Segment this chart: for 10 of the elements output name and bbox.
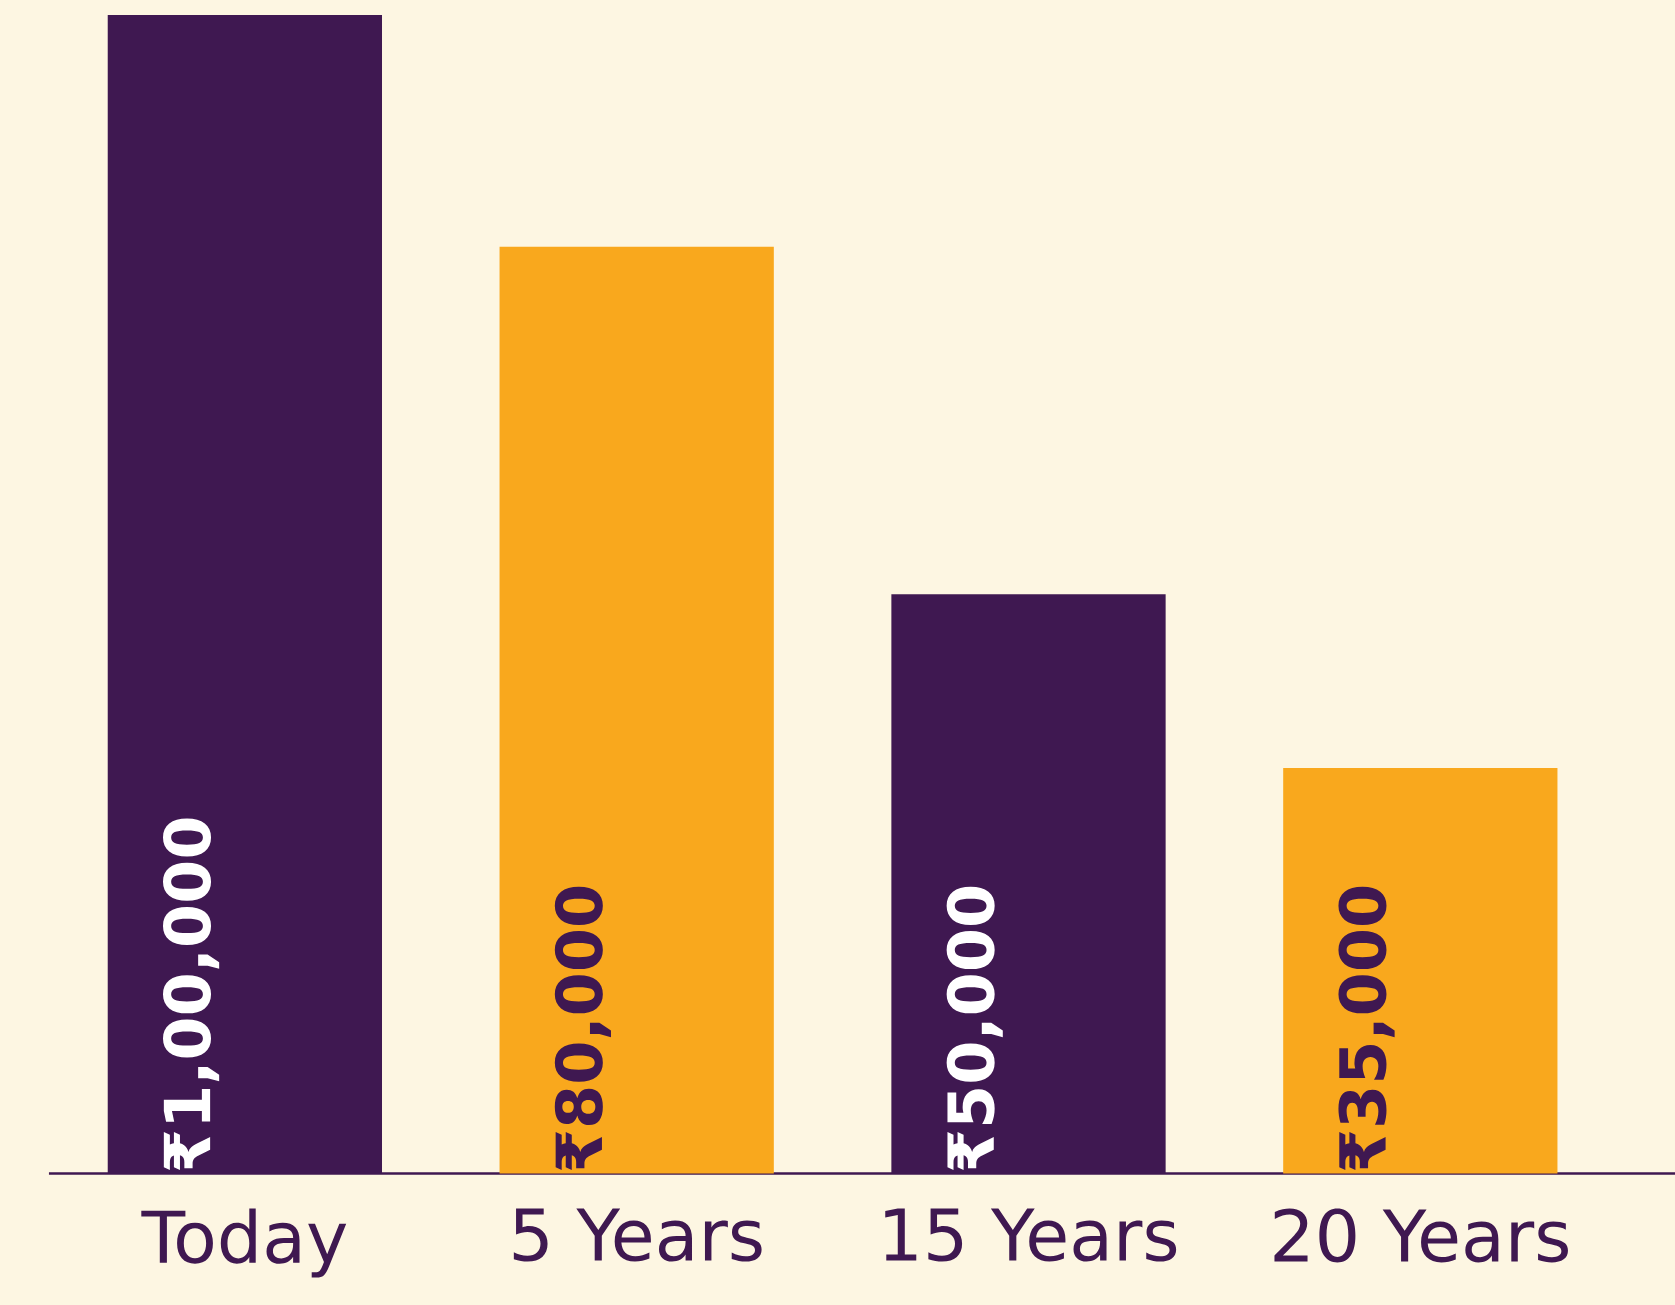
- data-label: ₹50,000: [946, 886, 1003, 1170]
- data-label: ₹35,000: [1338, 886, 1395, 1170]
- x-tick-label: Today: [141, 1208, 347, 1278]
- x-tick-label: 20 Years: [1274, 1208, 1568, 1263]
- data-label: ₹80,000: [554, 886, 611, 1170]
- x-tick-label: 15 Years: [885, 1208, 1177, 1262]
- bar: [1283, 768, 1558, 1174]
- x-tick-label: 5 Years: [513, 1208, 762, 1262]
- data-label: ₹1,00,000: [163, 818, 220, 1170]
- bar: [499, 246, 774, 1174]
